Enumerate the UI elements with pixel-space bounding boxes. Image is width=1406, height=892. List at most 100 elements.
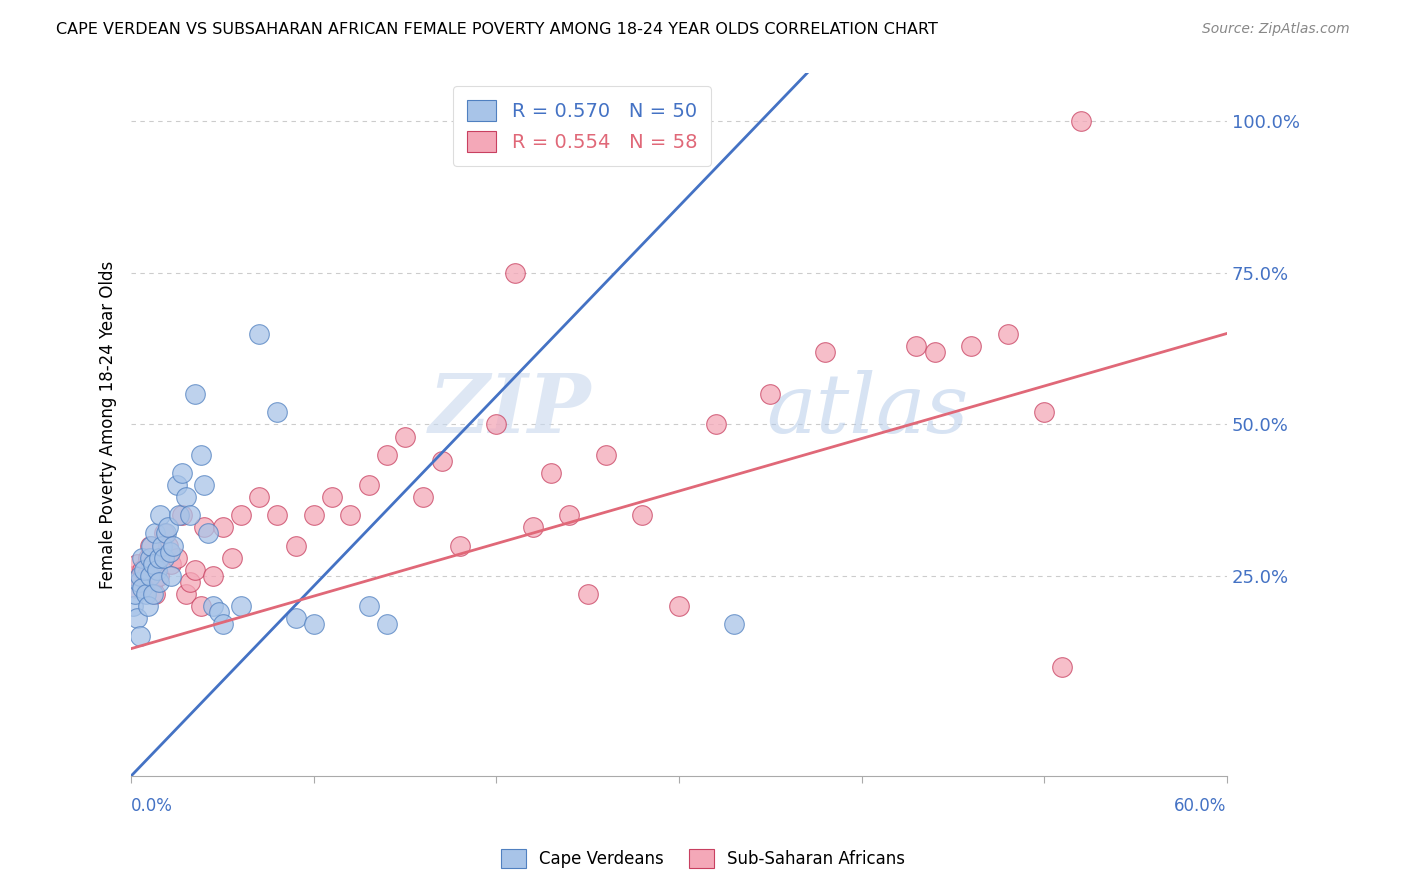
Point [211,520,233,534]
Point [131,563,153,577]
Point [135,569,157,583]
Point [357,599,380,614]
Point [522,520,544,534]
Point [284,539,307,553]
Text: 60.0%: 60.0% [1174,797,1227,815]
Point [143,526,166,541]
Point [229,508,252,523]
Point [339,508,361,523]
Point [284,611,307,625]
Point [129,574,152,589]
Point [723,617,745,632]
Point [141,557,163,571]
Point [193,520,215,534]
Point [149,550,172,565]
Y-axis label: Female Poverty Among 18-24 Year Olds: Female Poverty Among 18-24 Year Olds [100,260,117,589]
Point [1070,114,1092,128]
Point [128,574,150,589]
Point [129,569,152,583]
Point [148,574,170,589]
Point [166,550,188,565]
Point [208,605,231,619]
Point [179,574,201,589]
Point [503,266,526,280]
Point [190,448,212,462]
Point [485,417,508,432]
Point [153,550,176,565]
Point [1052,660,1074,674]
Text: atlas: atlas [766,370,969,450]
Point [125,557,148,571]
Point [321,490,343,504]
Point [211,617,233,632]
Point [148,550,170,565]
Point [357,478,380,492]
Point [540,466,562,480]
Point [221,550,243,565]
Point [375,448,398,462]
Point [266,508,288,523]
Point [138,539,160,553]
Point [159,544,181,558]
Text: ZIP: ZIP [429,370,592,450]
Point [558,508,581,523]
Point [138,550,160,565]
Point [129,630,152,644]
Point [1033,405,1056,419]
Point [172,466,194,480]
Text: Source: ZipAtlas.com: Source: ZipAtlas.com [1202,22,1350,37]
Point [412,490,434,504]
Point [138,569,160,583]
Point [197,526,219,541]
Point [136,599,159,614]
Point [668,599,690,614]
Point [394,429,416,443]
Text: 0.0%: 0.0% [131,797,173,815]
Point [558,114,581,128]
Point [148,569,170,583]
Point [174,490,197,504]
Point [302,508,325,523]
Point [150,539,173,553]
Point [142,587,165,601]
Point [142,557,165,571]
Point [149,508,172,523]
Point [125,611,148,625]
Point [136,550,159,565]
Point [202,569,225,583]
Point [430,454,453,468]
Point [595,448,617,462]
Point [759,387,782,401]
Point [202,599,225,614]
Point [184,387,207,401]
Point [905,338,928,352]
Point [141,539,163,553]
Point [132,563,155,577]
Point [143,587,166,601]
Point [193,478,215,492]
Point [142,574,165,589]
Point [924,344,946,359]
Text: CAPE VERDEAN VS SUBSAHARAN AFRICAN FEMALE POVERTY AMONG 18-24 YEAR OLDS CORRELAT: CAPE VERDEAN VS SUBSAHARAN AFRICAN FEMAL… [56,22,938,37]
Point [449,539,471,553]
Point [122,569,145,583]
Point [160,569,183,583]
Point [155,526,177,541]
Point [247,490,270,504]
Point [229,599,252,614]
Point [172,508,194,523]
Point [568,114,591,128]
Point [174,587,197,601]
Legend: R = 0.570   N = 50, R = 0.554   N = 58: R = 0.570 N = 50, R = 0.554 N = 58 [453,87,710,166]
Point [122,599,145,614]
Point [162,539,184,553]
Point [124,587,146,601]
Point [160,557,183,571]
Point [156,539,179,553]
Point [631,508,654,523]
Legend: Cape Verdeans, Sub-Saharan Africans: Cape Verdeans, Sub-Saharan Africans [494,843,912,875]
Point [135,587,157,601]
Point [184,563,207,577]
Point [302,617,325,632]
Point [960,338,983,352]
